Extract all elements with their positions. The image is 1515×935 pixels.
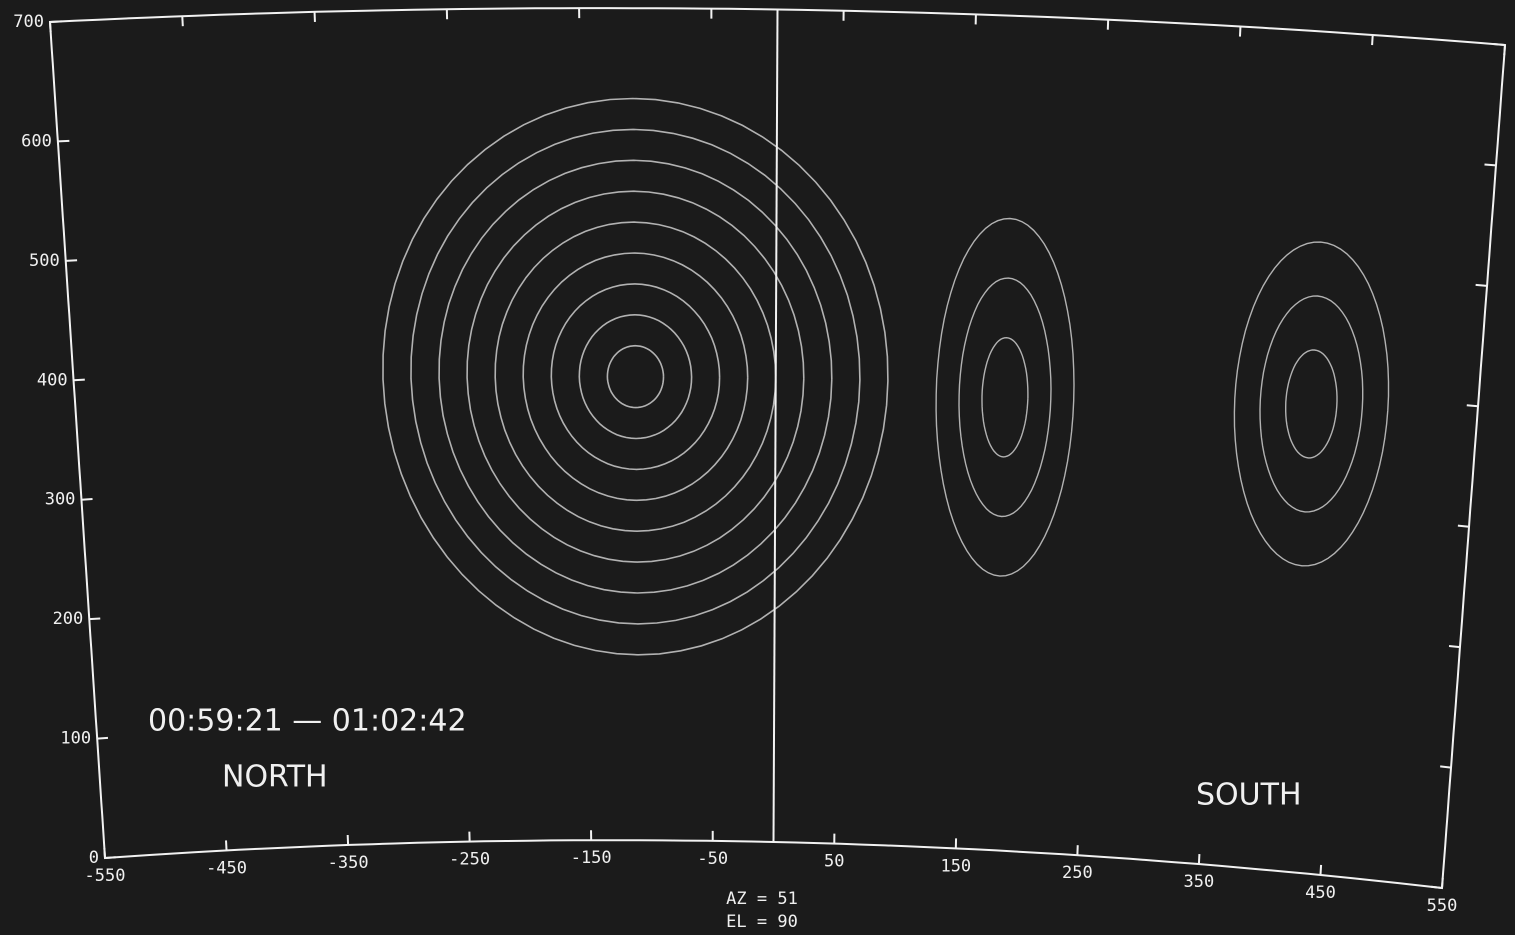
- x-tick-label: -250: [449, 850, 490, 870]
- y-tick: [50, 21, 62, 22]
- y-tick-label: 700: [13, 12, 44, 32]
- x-tick-label: -450: [206, 858, 247, 878]
- elevation-label: EL = 90: [726, 912, 798, 932]
- y-tick-label: 600: [21, 131, 52, 151]
- azimuth-label: AZ = 51: [726, 889, 798, 909]
- y-tick-label: 300: [45, 490, 76, 510]
- x-tick-label: -150: [571, 848, 612, 868]
- x-tick-label: 550: [1427, 896, 1458, 916]
- chart: 00:59:21 — 01:02:42 NORTH SOUTH AZ = 51 …: [0, 0, 1515, 935]
- y-tick: [58, 141, 70, 142]
- y-tick: [105, 857, 116, 858]
- y-tick-label: 400: [37, 370, 68, 390]
- x-tick-label: -550: [85, 866, 126, 886]
- y-tick-label: 0: [89, 848, 99, 868]
- x-tick-label: 150: [940, 856, 971, 876]
- south-label: SOUTH: [1196, 778, 1302, 813]
- y-tick: [1493, 44, 1505, 45]
- y-tick: [1458, 526, 1469, 527]
- x-tick: [1442, 878, 1443, 888]
- y-tick: [1476, 285, 1487, 286]
- north-label: NORTH: [222, 760, 328, 795]
- y-tick: [66, 260, 77, 261]
- x-tick-label: 50: [824, 852, 844, 872]
- x-tick: [226, 840, 227, 850]
- y-tick: [1467, 405, 1478, 406]
- y-tick-label: 500: [29, 251, 60, 271]
- y-tick: [89, 618, 100, 619]
- time-range: 00:59:21 — 01:02:42: [148, 704, 467, 739]
- y-tick: [1431, 887, 1442, 888]
- x-tick: [1372, 35, 1373, 45]
- y-tick: [1449, 646, 1460, 647]
- x-tick: [1504, 45, 1505, 55]
- x-tick-label: 250: [1062, 863, 1093, 883]
- y-tick: [74, 380, 85, 381]
- x-tick: [50, 22, 51, 32]
- x-tick-label: 350: [1184, 872, 1215, 892]
- x-tick-label: -350: [328, 853, 369, 873]
- x-tick-label: -50: [697, 849, 728, 869]
- x-tick: [1320, 865, 1321, 875]
- y-tick: [97, 738, 108, 739]
- y-tick: [1484, 164, 1496, 165]
- y-tick-label: 200: [53, 609, 84, 629]
- y-tick-label: 100: [60, 729, 91, 749]
- y-tick: [81, 499, 92, 500]
- y-tick: [1440, 766, 1451, 767]
- x-tick-label: 450: [1305, 883, 1336, 903]
- x-tick: [104, 848, 105, 858]
- x-tick: [182, 16, 183, 26]
